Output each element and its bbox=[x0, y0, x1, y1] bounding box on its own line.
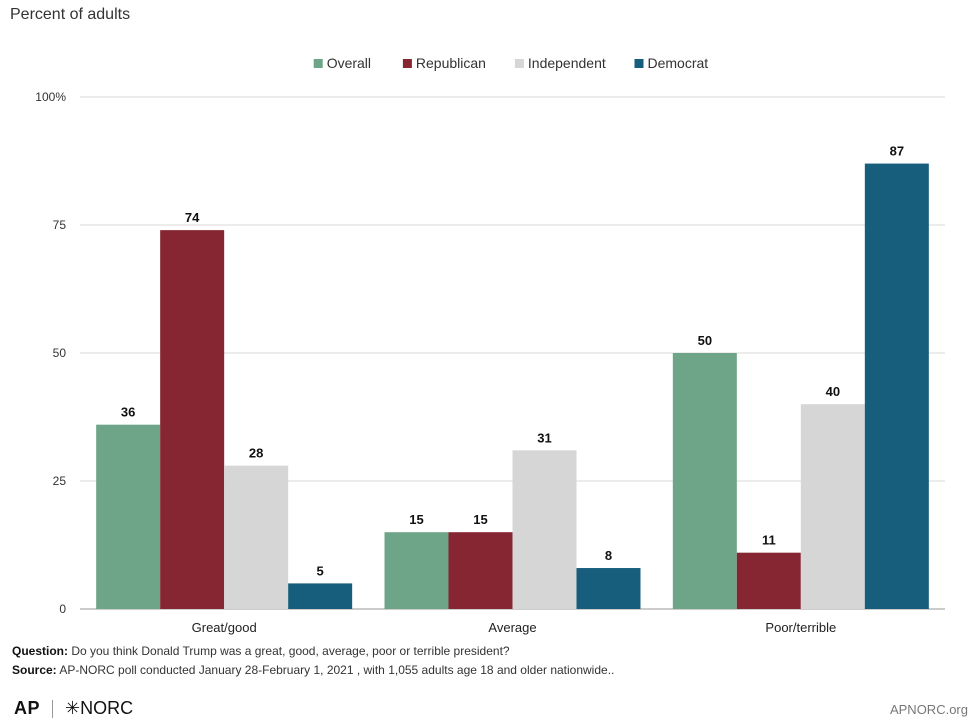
question-footnote: Question: Do you think Donald Trump was … bbox=[12, 644, 510, 658]
x-category-label: Average bbox=[488, 620, 536, 635]
norc-logo: ✳NORC bbox=[65, 698, 134, 718]
data-label: 36 bbox=[121, 405, 135, 420]
legend-swatch bbox=[313, 59, 323, 68]
y-tick-label: 25 bbox=[53, 474, 67, 488]
x-axis: Great/good Average Poor/terrible bbox=[192, 620, 837, 635]
data-label: 15 bbox=[409, 512, 423, 527]
bar-chart: Overall Republican Independent Democrat 0 25… bbox=[35, 55, 945, 635]
data-label: 8 bbox=[605, 548, 612, 563]
source-label: Source: bbox=[12, 663, 57, 677]
legend-label: Overall bbox=[327, 55, 371, 71]
data-label: 15 bbox=[473, 512, 487, 527]
chart-legend: Overall Republican Independent Democrat bbox=[313, 55, 709, 71]
data-label: 40 bbox=[826, 384, 840, 399]
bar-democrat bbox=[864, 163, 929, 609]
bar-independent bbox=[224, 465, 289, 609]
bar-republican bbox=[160, 230, 225, 609]
question-label: Question: bbox=[12, 644, 68, 658]
data-label: 31 bbox=[537, 430, 551, 445]
site-url: APNORC.org bbox=[889, 702, 968, 717]
data-label: 5 bbox=[317, 563, 324, 578]
x-category-label: Poor/terrible bbox=[765, 620, 836, 635]
bar-independent bbox=[800, 404, 865, 609]
source-text: AP-NORC poll conducted January 28-Februa… bbox=[56, 663, 615, 677]
bar-democrat bbox=[288, 583, 353, 609]
y-tick-label: 100% bbox=[35, 90, 66, 104]
legend-swatch bbox=[402, 59, 412, 68]
legend-label: Independent bbox=[528, 55, 606, 71]
y-tick-label: 50 bbox=[53, 346, 67, 360]
data-label: 74 bbox=[185, 210, 200, 225]
x-category-label: Great/good bbox=[192, 620, 257, 635]
bar-democrat bbox=[576, 568, 641, 609]
y-tick-label: 75 bbox=[53, 218, 67, 232]
y-axis: 0 25 50 75 100% bbox=[35, 90, 66, 616]
legend-label: Democrat bbox=[648, 55, 709, 71]
question-text: Do you think Donald Trump was a great, g… bbox=[68, 644, 510, 658]
ap-norc-logo: AP ✳NORC bbox=[14, 698, 133, 719]
chart-subtitle: Percent of adults bbox=[10, 6, 131, 23]
bar-overall bbox=[96, 424, 161, 609]
chart-bars: 36 74 28 5 15 15 31 8 50 11 40 87 bbox=[96, 144, 929, 609]
bar-independent bbox=[512, 450, 577, 609]
ap-logo: AP bbox=[14, 698, 41, 718]
data-label: 11 bbox=[762, 533, 776, 548]
bar-overall bbox=[672, 353, 737, 609]
y-tick-label: 0 bbox=[59, 602, 66, 616]
bar-republican bbox=[448, 532, 513, 609]
legend-label: Republican bbox=[416, 55, 486, 71]
data-label: 87 bbox=[890, 144, 904, 159]
data-label: 50 bbox=[698, 333, 712, 348]
source-footnote: Source: AP-NORC poll conducted January 2… bbox=[12, 663, 614, 677]
logo-divider bbox=[52, 699, 54, 718]
bar-republican bbox=[736, 552, 801, 609]
legend-swatch bbox=[514, 59, 524, 68]
bar-overall bbox=[384, 532, 449, 609]
legend-swatch bbox=[634, 59, 644, 68]
data-label: 28 bbox=[249, 446, 263, 461]
